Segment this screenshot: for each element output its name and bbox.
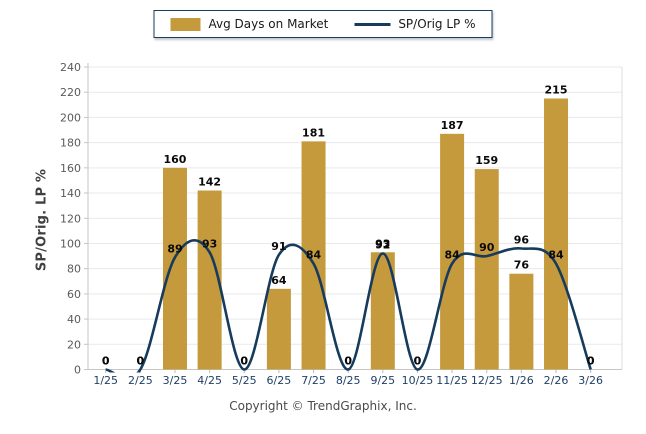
copyright: Copyright © TrendGraphix, Inc. — [229, 399, 417, 413]
x-tick-label: 3/25 — [163, 374, 188, 387]
legend-label-bar-series: Avg Days on Market — [208, 17, 329, 31]
bar-value-label: 64 — [271, 274, 287, 287]
y-tick-label: 200 — [60, 111, 81, 124]
bar-value-label: 142 — [198, 176, 221, 189]
bar — [440, 133, 465, 370]
line-value-label: 0 — [344, 355, 352, 368]
line-value-label: 89 — [167, 242, 182, 255]
bar-value-label: 187 — [441, 119, 464, 132]
x-tick-label: 1/25 — [93, 374, 118, 387]
y-tick-label: 220 — [60, 86, 81, 99]
y-tick-label: 140 — [60, 187, 81, 200]
x-tick-label: 7/25 — [301, 374, 326, 387]
x-tick-label: 1/26 — [509, 374, 534, 387]
line-swatch-icon — [354, 22, 391, 26]
line-value-label: 0 — [102, 355, 110, 368]
bar — [266, 288, 291, 370]
trend-line — [105, 239, 592, 373]
line-value-label: 93 — [202, 237, 217, 250]
bar-value-label: 181 — [302, 126, 325, 139]
line-value-label: 84 — [444, 249, 460, 262]
x-tick-label: 9/25 — [370, 374, 395, 387]
bar — [301, 141, 326, 370]
y-tick-label: 20 — [67, 338, 81, 351]
bar-value-label: 0 — [587, 355, 595, 368]
y-tick-label: 100 — [60, 237, 81, 250]
line-value-label: 84 — [548, 249, 564, 262]
line-value-label: 0 — [240, 355, 248, 368]
x-tick-label: 5/25 — [232, 374, 257, 387]
y-tick-label: 40 — [67, 313, 81, 326]
y-tick-label: 0 — [74, 364, 81, 377]
y-tick-label: 160 — [60, 162, 81, 175]
line-value-label: 90 — [479, 241, 495, 254]
bar — [509, 273, 534, 370]
line-value-label: 92 — [375, 239, 390, 252]
line-value-label: 96 — [514, 234, 530, 247]
bar-value-label: 0 — [240, 355, 248, 368]
bar-value-label: 215 — [545, 84, 568, 97]
y-axis-title: SP/Orig. LP % — [34, 168, 50, 272]
bar-value-label: 159 — [475, 154, 498, 167]
bar-swatch-icon — [170, 17, 201, 31]
line-value-label: 0 — [137, 355, 145, 368]
x-tick-label: 4/25 — [197, 374, 222, 387]
y-tick-label: 180 — [60, 137, 81, 150]
bar-value-label: 0 — [414, 355, 422, 368]
bar-value-label: 0 — [344, 355, 352, 368]
bar — [474, 169, 499, 370]
bar-value-label: 0 — [137, 355, 145, 368]
x-tick-label: 8/25 — [336, 374, 361, 387]
x-tick-label: 3/26 — [578, 374, 603, 387]
legend-item-line-series: SP/Orig LP % — [354, 17, 476, 31]
bar — [162, 167, 187, 370]
bar-value-label: 93 — [375, 237, 390, 250]
y-tick-label: 60 — [67, 288, 81, 301]
bar-value-label: 0 — [102, 355, 110, 368]
line-value-label: 91 — [271, 240, 286, 253]
bar-value-label: 160 — [163, 153, 186, 166]
y-tick-label: 240 — [60, 61, 81, 74]
x-tick-label: 2/26 — [544, 374, 569, 387]
line-value-label: 0 — [414, 355, 422, 368]
x-tick-label: 10/25 — [402, 374, 434, 387]
y-tick-label: 120 — [60, 212, 81, 225]
line-value-label: 84 — [306, 249, 322, 262]
bar-value-label: 76 — [514, 259, 530, 272]
legend: Avg Days on Market SP/Orig LP % — [153, 10, 493, 38]
y-tick-label: 80 — [67, 263, 81, 276]
bar — [544, 98, 569, 370]
line-value-label: 0 — [587, 355, 595, 368]
legend-item-bar-series: Avg Days on Market — [170, 17, 329, 31]
x-tick-label: 11/25 — [436, 374, 468, 387]
x-tick-label: 6/25 — [267, 374, 292, 387]
x-tick-label: 12/25 — [471, 374, 503, 387]
x-tick-label: 2/25 — [128, 374, 153, 387]
legend-label-line-series: SP/Orig LP % — [398, 17, 476, 31]
